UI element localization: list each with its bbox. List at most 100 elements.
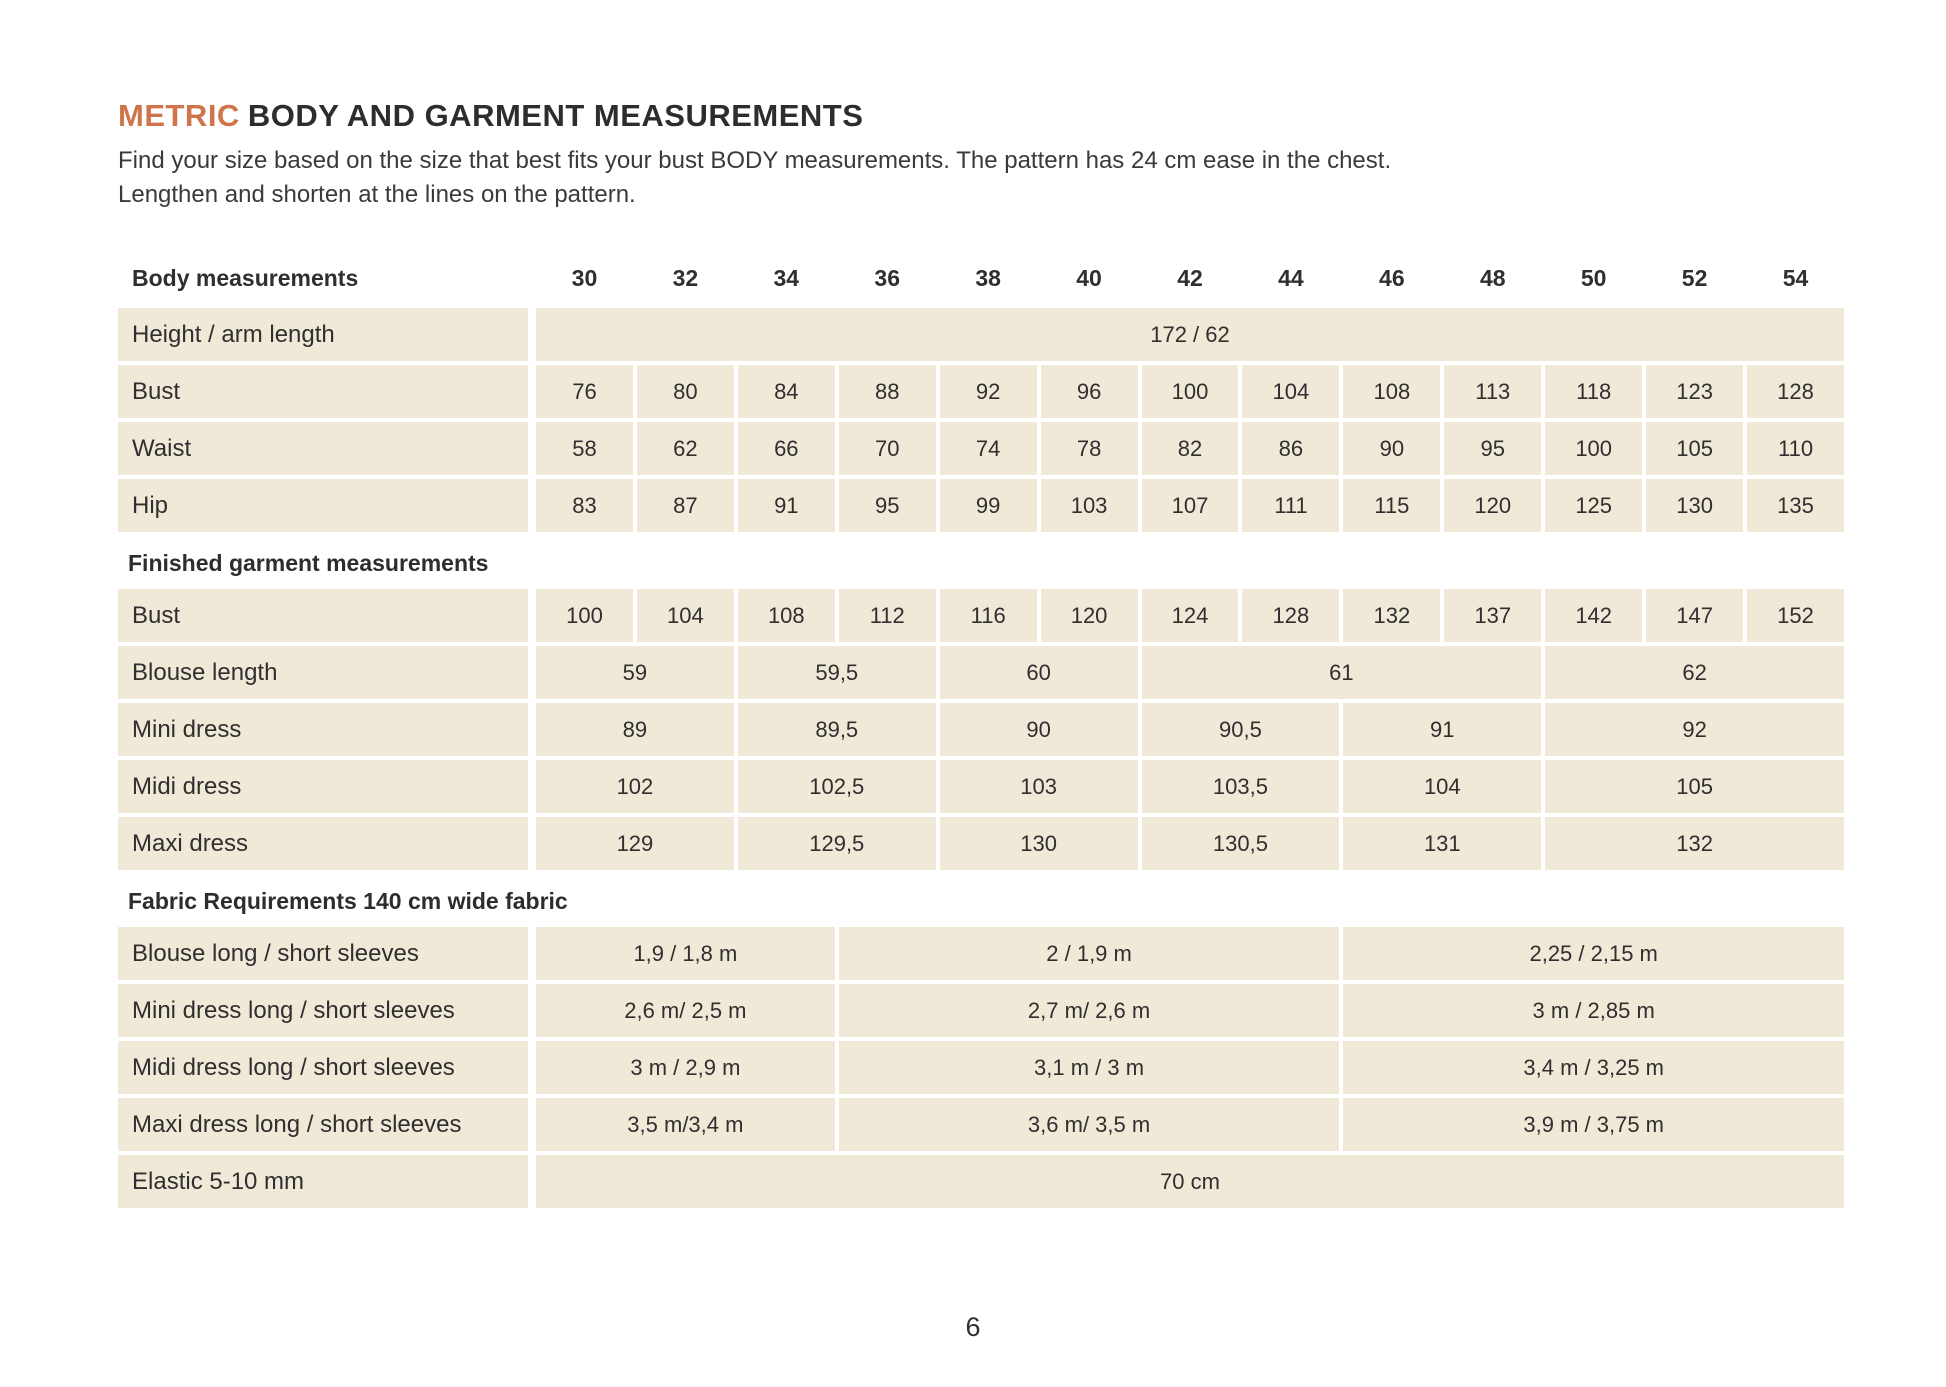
table-cell: 92 <box>939 365 1037 419</box>
table-cell: 103 <box>939 760 1138 814</box>
table-cell: 113 <box>1444 365 1542 419</box>
row-cells: 129 129,5 130 130,5 131 132 <box>536 817 1844 871</box>
table-cell: 104 <box>1343 760 1542 814</box>
table-cell: 3,1 m / 3 m <box>838 1041 1340 1095</box>
table-cell: 120 <box>1444 479 1542 533</box>
table-cell: 76 <box>536 365 633 419</box>
row-cells: 89 89,5 90 90,5 91 92 <box>536 703 1844 757</box>
table-row: Mini dress 89 89,5 90 90,5 91 92 <box>118 703 1844 757</box>
table-cell: 104 <box>636 589 734 643</box>
table-cell: 1,9 / 1,8 m <box>536 927 835 981</box>
row-label: Elastic 5-10 mm <box>118 1155 528 1209</box>
size-header-46: 46 <box>1379 264 1405 291</box>
row-label: Maxi dress long / short sleeves <box>118 1098 528 1152</box>
size-header-42: 42 <box>1177 264 1203 291</box>
size-header-52: 52 <box>1681 264 1708 291</box>
table-cell: 129 <box>536 817 734 871</box>
row-cells: 3,5 m/3,4 m 3,6 m/ 3,5 m 3,9 m / 3,75 m <box>536 1098 1844 1152</box>
size-header-38: 38 <box>975 264 1001 291</box>
page-number: 6 <box>965 1312 981 1342</box>
table-row: Hip 83 87 91 95 99 103 107 111 115 120 125 130 135 <box>118 479 1844 533</box>
row-cells: 59 59,5 60 61 62 <box>536 646 1844 700</box>
row-cells: 76 80 84 88 92 96 100 104 108 113 118 123 128 <box>536 365 1844 419</box>
table-cell: 92 <box>1545 703 1844 757</box>
table-cell: 128 <box>1747 365 1844 419</box>
row-label: Blouse long / short sleeves <box>118 927 528 981</box>
row-label: Midi dress <box>118 760 528 814</box>
table-row: Maxi dress long / short sleeves 3,5 m/3,4… <box>118 1098 1844 1152</box>
table-cell: 152 <box>1747 589 1844 643</box>
table-cell: 2,7 m/ 2,6 m <box>838 984 1340 1038</box>
row-label: Mini dress long / short sleeves <box>118 984 528 1038</box>
row-label: Mini dress <box>118 703 528 757</box>
table-cell: 82 <box>1141 422 1239 476</box>
table-cell: 83 <box>536 479 633 533</box>
table-cell: 107 <box>1141 479 1239 533</box>
table-cell: 59,5 <box>737 646 936 700</box>
table-row: Midi dress 102 102,5 103 103,5 104 105 <box>118 760 1844 814</box>
row-cells: 172 / 62 <box>536 308 1844 362</box>
page-subtitle: Find your size based on the size that be… <box>118 147 1392 209</box>
size-header-30: 30 <box>571 264 598 291</box>
table-row: Midi dress long / short sleeves 3 m / 2,9… <box>118 1041 1844 1095</box>
table-cell: 137 <box>1444 589 1542 643</box>
table-cell: 104 <box>1242 365 1340 419</box>
table-row: Bust 100 104 108 112 116 120 124 128 132 137 142 147… <box>118 589 1844 643</box>
table-cell: 61 <box>1141 646 1542 700</box>
row-cells: 58 62 66 70 74 78 82 86 90 95 100 105 110 <box>536 422 1844 476</box>
table-header-label: Body measurements <box>132 264 359 291</box>
row-cells: 3 m / 2,9 m 3,1 m / 3 m 3,4 m / 3,25 m <box>536 1041 1844 1095</box>
table-cell: 135 <box>1747 479 1844 533</box>
table-cell: 130 <box>1646 479 1744 533</box>
table-cell: 96 <box>1040 365 1138 419</box>
table-cell: 3,9 m / 3,75 m <box>1343 1098 1844 1152</box>
measurements-table: Body measurements 30 32 34 36 38 40 42 44 46 48 50 5… <box>118 256 1844 1209</box>
table-cell: 80 <box>636 365 734 419</box>
table-cell: 132 <box>1343 589 1441 643</box>
table-cell: 89 <box>536 703 734 757</box>
table-cell: 3,6 m/ 3,5 m <box>838 1098 1340 1152</box>
table-cell: 110 <box>1747 422 1844 476</box>
row-label: Waist <box>118 422 528 476</box>
row-cells: 102 102,5 103 103,5 104 105 <box>536 760 1844 814</box>
table-cell: 142 <box>1545 589 1643 643</box>
table-cell: 86 <box>1242 422 1340 476</box>
table-cell: 124 <box>1141 589 1239 643</box>
row-label: Blouse length <box>118 646 528 700</box>
section-title: Finished garment measurements <box>128 550 489 577</box>
table-cell: 89,5 <box>737 703 936 757</box>
table-cell: 108 <box>737 589 835 643</box>
table-cell: 100 <box>1545 422 1643 476</box>
table-cell: 125 <box>1545 479 1643 533</box>
table-cell: 120 <box>1040 589 1138 643</box>
table-cell: 70 cm <box>536 1155 1844 1209</box>
table-row: Height / arm length 172 / 62 <box>118 308 1844 362</box>
page-title-main: BODY AND GARMENT MEASUREMENTS <box>247 98 864 133</box>
table-cell: 100 <box>1141 365 1239 419</box>
table-cell: 95 <box>1444 422 1542 476</box>
table-cell: 60 <box>939 646 1138 700</box>
table-cell: 128 <box>1242 589 1340 643</box>
row-label: Height / arm length <box>118 308 528 362</box>
row-cells: 100 104 108 112 116 120 124 128 132 137 142 147 152 <box>536 589 1844 643</box>
table-cell: 100 <box>536 589 633 643</box>
table-cell: 115 <box>1343 479 1441 533</box>
table-cell: 91 <box>1343 703 1542 757</box>
row-label: Hip <box>118 479 528 533</box>
row-cells: 70 cm <box>536 1155 1844 1209</box>
table-cell: 90 <box>1343 422 1441 476</box>
table-cell: 2 / 1,9 m <box>838 927 1340 981</box>
table-cell: 129,5 <box>737 817 936 871</box>
table-row: Blouse length 59 59,5 60 61 62 <box>118 646 1844 700</box>
table-cell: 87 <box>636 479 734 533</box>
row-cells: 83 87 91 95 99 103 107 111 115 120 125 130 135 <box>536 479 1844 533</box>
table-cell: 103,5 <box>1141 760 1340 814</box>
page-title-accent: METRIC <box>118 98 240 133</box>
row-label: Midi dress long / short sleeves <box>118 1041 528 1095</box>
table-cell: 90 <box>939 703 1138 757</box>
row-label: Bust <box>118 589 528 643</box>
table-cell: 2,6 m/ 2,5 m <box>536 984 835 1038</box>
table-header-cells: 30 32 34 36 38 40 42 44 46 48 50 52 54 <box>536 256 1844 300</box>
